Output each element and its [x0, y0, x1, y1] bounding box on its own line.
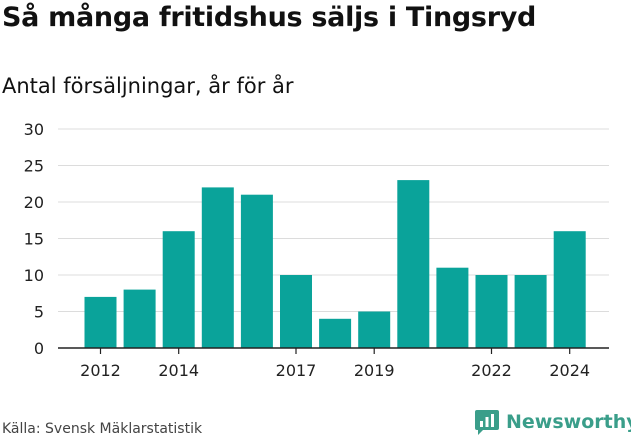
- bar-chart: 0 5 10 15 20 25 30 2012 2014 2017 2019 2022 2024: [24, 120, 609, 380]
- chart-subtitle: Antal försäljningar, år för år: [2, 74, 294, 98]
- bars: [84, 180, 586, 348]
- x-tick-label: 2014: [158, 361, 199, 380]
- y-tick-label: 15: [24, 230, 44, 249]
- y-tick-label: 5: [34, 303, 44, 322]
- x-tick-label: 2022: [471, 361, 512, 380]
- source-note: Källa: Svensk Mäklarstatistik: [2, 421, 203, 437]
- bar: [553, 231, 586, 348]
- brand-logo[interactable]: Newsworthy: [474, 408, 631, 436]
- x-tick-label: 2024: [549, 361, 590, 380]
- y-tick-label: 0: [34, 339, 44, 358]
- bar: [475, 275, 508, 348]
- bar: [319, 318, 352, 348]
- x-axis-ticks: 2012 2014 2017 2019 2022 2024: [80, 348, 590, 380]
- y-tick-label: 30: [24, 120, 44, 139]
- bar: [201, 187, 234, 348]
- bar: [240, 194, 273, 348]
- bar: [397, 180, 430, 348]
- x-tick-label: 2019: [354, 361, 395, 380]
- bar: [436, 267, 469, 348]
- bar: [280, 275, 312, 348]
- bar: [514, 275, 547, 348]
- x-tick-label: 2012: [80, 361, 121, 380]
- y-tick-label: 20: [24, 193, 44, 212]
- y-axis-ticks: 0 5 10 15 20 25 30: [24, 120, 44, 358]
- bar: [162, 231, 195, 348]
- bar: [84, 296, 117, 348]
- newsworthy-logo-icon: [475, 410, 499, 435]
- bar: [123, 289, 156, 348]
- y-tick-label: 25: [24, 157, 44, 176]
- chart-title: Så många fritidshus säljs i Tingsryd: [2, 2, 537, 33]
- brand-name: Newsworthy: [506, 411, 631, 433]
- y-tick-label: 10: [24, 266, 44, 285]
- bar: [358, 311, 391, 348]
- x-tick-label: 2017: [276, 361, 317, 380]
